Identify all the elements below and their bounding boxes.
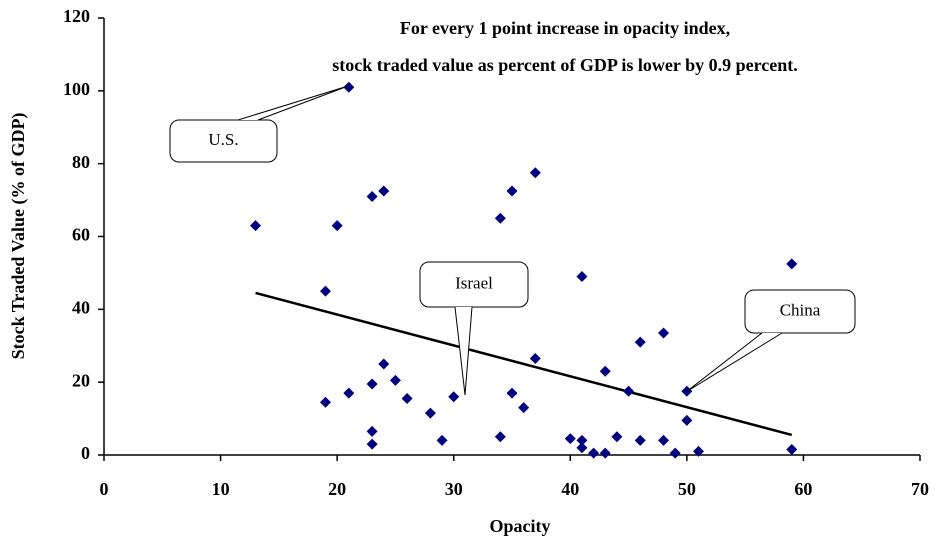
- data-point: [319, 285, 331, 297]
- y-tick-label: 40: [72, 297, 90, 317]
- x-tick-label: 70: [911, 479, 929, 499]
- x-tick-label: 30: [445, 479, 463, 499]
- annotation: For every 1 point increase in opacity in…: [400, 18, 730, 38]
- data-point: [588, 447, 600, 459]
- callout-box: [419, 261, 529, 308]
- trend-line: [255, 291, 793, 437]
- data-point: [599, 447, 611, 459]
- data-point: [401, 393, 413, 405]
- x-tick-label: 10: [212, 479, 230, 499]
- y-tick-label: 60: [72, 225, 90, 245]
- data-point: [331, 220, 343, 232]
- data-point: [494, 431, 506, 443]
- data-point: [576, 434, 588, 446]
- x-axis-label: Opacity: [490, 516, 551, 536]
- data-point: [669, 447, 681, 459]
- annotation: stock traded value as percent of GDP is …: [332, 55, 797, 75]
- data-point: [319, 396, 331, 408]
- data-point: [529, 352, 541, 364]
- callout-pointer: [237, 85, 349, 121]
- data-point: [506, 185, 518, 197]
- callout-box: [169, 119, 278, 163]
- data-point: [494, 212, 506, 224]
- y-axis-label: Stock Traded Value (% of GDP): [8, 113, 29, 360]
- data-point: [366, 378, 378, 390]
- callout-pointer: [454, 306, 473, 396]
- data-point: [506, 387, 518, 399]
- data-point: [786, 444, 798, 456]
- data-point: [518, 402, 530, 414]
- data-point: [343, 81, 355, 93]
- data-point: [448, 391, 460, 403]
- callout-label: China: [780, 300, 821, 319]
- data-point: [436, 434, 448, 446]
- data-point: [576, 442, 588, 454]
- data-point: [681, 414, 693, 426]
- x-tick-label: 40: [561, 479, 579, 499]
- y-tick-label: 120: [63, 6, 90, 26]
- callout-box: [744, 289, 856, 334]
- x-tick-label: 20: [328, 479, 346, 499]
- y-tick-label: 80: [72, 152, 90, 172]
- data-point: [693, 445, 705, 457]
- data-point: [366, 425, 378, 437]
- data-point: [529, 167, 541, 179]
- data-point: [250, 220, 262, 232]
- data-point: [343, 387, 355, 399]
- y-tick-label: 100: [63, 79, 90, 99]
- data-point: [564, 433, 576, 445]
- x-tick-label: 50: [678, 479, 696, 499]
- data-point: [634, 336, 646, 348]
- data-point: [389, 374, 401, 386]
- callout-pointer-fill: [455, 307, 472, 395]
- callout-label: U.S.: [208, 130, 238, 149]
- data-point: [658, 327, 670, 339]
- data-point: [366, 438, 378, 450]
- callout-label: Israel: [455, 273, 493, 292]
- data-point: [576, 271, 588, 283]
- data-point: [786, 258, 798, 270]
- data-point: [658, 434, 670, 446]
- data-point: [611, 431, 623, 443]
- data-point: [378, 358, 390, 370]
- x-tick-label: 0: [100, 479, 109, 499]
- data-point: [424, 407, 436, 419]
- data-point: [623, 385, 635, 397]
- data-point: [378, 185, 390, 197]
- y-tick-label: 0: [81, 443, 90, 463]
- y-tick-label: 20: [72, 370, 90, 390]
- x-tick-label: 60: [794, 479, 812, 499]
- data-point: [366, 190, 378, 202]
- data-point: [599, 365, 611, 377]
- callout-pointer: [685, 332, 783, 393]
- data-point: [634, 434, 646, 446]
